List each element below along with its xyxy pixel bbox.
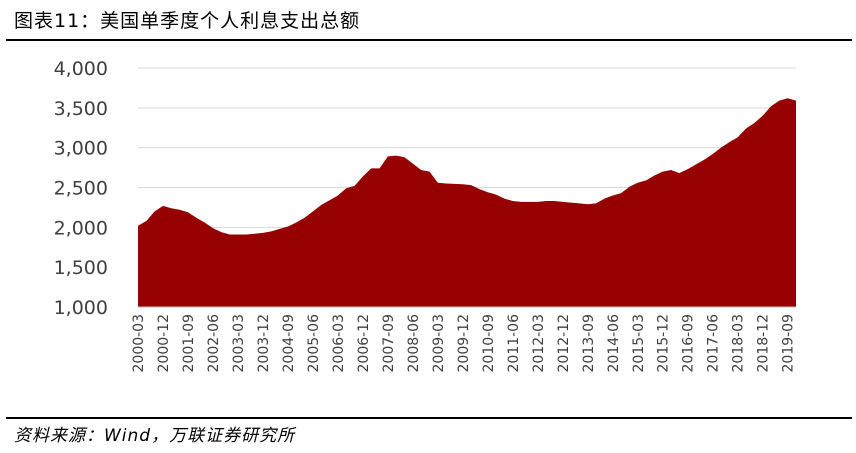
x-tick-label: 2012-12 <box>556 314 572 373</box>
x-tick-label: 2008-06 <box>406 314 422 373</box>
x-tick-label: 2002-06 <box>206 314 222 373</box>
page-title: 图表11：美国单季度个人利息支出总额 <box>14 10 361 32</box>
x-tick-label: 2010-09 <box>481 314 497 373</box>
x-tick-label: 2006-12 <box>356 314 372 373</box>
x-tick-label: 2009-12 <box>456 314 472 373</box>
x-tick-label: 2014-06 <box>606 314 622 373</box>
area-series-fill <box>138 98 796 308</box>
source-note: 资料来源：Wind，万联证券研究所 <box>14 426 296 446</box>
x-tick-label: 2012-03 <box>531 314 547 373</box>
x-tick-label: 2016-09 <box>681 314 697 373</box>
x-axis: 2000-03 2000-12 2001-09 2002-06 2003-03 2003-… <box>131 314 797 373</box>
x-tick-label: 2009-03 <box>431 314 447 373</box>
x-tick-label: 2019-09 <box>781 314 797 373</box>
x-tick-label: 2005-06 <box>306 314 322 373</box>
y-tick-label: 4,000 <box>54 58 108 80</box>
y-tick-label: 3,500 <box>54 98 108 120</box>
x-tick-label: 2015-03 <box>631 314 647 373</box>
y-tick-label: 2,000 <box>54 217 108 239</box>
x-tick-label: 2000-12 <box>156 314 172 373</box>
y-tick-label: 3,000 <box>54 138 108 160</box>
x-tick-label: 2018-12 <box>756 314 772 373</box>
x-tick-label: 2013-09 <box>581 314 597 373</box>
x-tick-label: 2007-09 <box>381 314 397 373</box>
x-tick-label: 2003-12 <box>256 314 272 373</box>
x-tick-label: 2015-12 <box>656 314 672 373</box>
x-tick-label: 2011-06 <box>506 314 522 373</box>
y-tick-label: 1,500 <box>54 257 108 279</box>
x-tick-label: 2017-06 <box>706 314 722 373</box>
x-tick-label: 2018-03 <box>731 314 747 373</box>
x-tick-label: 2004-09 <box>281 314 297 373</box>
y-axis: 1,000 1,500 2,000 2,500 3,000 3,500 4,000 <box>54 58 108 319</box>
x-tick-label: 2006-03 <box>331 314 347 373</box>
top-rule <box>6 39 852 41</box>
y-tick-label: 2,500 <box>54 178 108 200</box>
y-tick-label: 1,000 <box>54 297 108 319</box>
x-tick-label: 2003-03 <box>231 314 247 373</box>
x-tick-label: 2001-09 <box>181 314 197 373</box>
x-tick-label: 2000-03 <box>131 314 147 373</box>
bottom-rule <box>6 417 852 419</box>
area-series <box>138 98 796 308</box>
